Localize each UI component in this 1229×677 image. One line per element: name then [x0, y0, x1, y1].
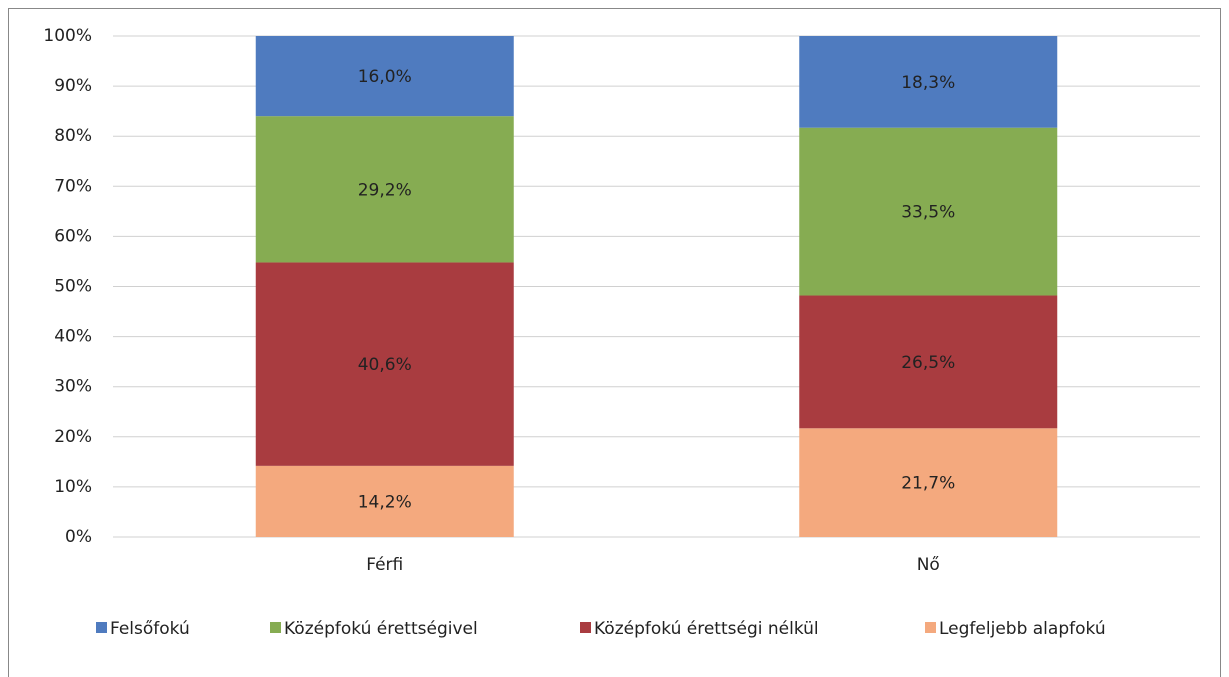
y-tick-label: 90% [54, 76, 92, 96]
data-label: 16,0% [358, 67, 412, 87]
data-label: 26,5% [901, 353, 955, 373]
y-tick-label: 10% [54, 477, 92, 497]
x-tick-label: Nő [917, 555, 940, 575]
y-tick-label: 50% [54, 277, 92, 297]
y-tick-label: 100% [43, 26, 92, 46]
data-label: 18,3% [901, 73, 955, 93]
bar-segment [799, 295, 1058, 429]
y-tick-label: 40% [54, 327, 92, 347]
data-label: 40,6% [358, 355, 412, 375]
legend-swatch [96, 622, 107, 633]
legend-swatch [925, 622, 936, 633]
data-label: 14,2% [358, 492, 412, 512]
legend-swatch [580, 622, 591, 633]
data-label: 33,5% [901, 203, 955, 223]
bar-segment [799, 127, 1058, 296]
data-label: 29,2% [358, 180, 412, 200]
y-tick-label: 30% [54, 377, 92, 397]
bar-segment [255, 262, 514, 466]
legend-label: Felsőfokú [110, 619, 190, 639]
bar-segment [255, 465, 514, 537]
x-tick-label: Férfi [366, 555, 403, 575]
legend-label: Legfeljebb alapfokú [939, 619, 1106, 639]
legend-label: Középfokú érettségi nélkül [594, 619, 819, 639]
legend-label: Középfokú érettségivel [284, 619, 478, 639]
legend-swatch [270, 622, 281, 633]
y-tick-label: 60% [54, 226, 92, 246]
bar-segment [255, 116, 514, 263]
bar-segment [799, 36, 1058, 128]
y-tick-label: 70% [54, 176, 92, 196]
bar-segment [255, 36, 514, 117]
chart-frame [8, 8, 1221, 677]
y-tick-label: 80% [54, 126, 92, 146]
data-label: 21,7% [901, 474, 955, 494]
y-tick-label: 0% [65, 527, 92, 547]
bar-segment [799, 428, 1058, 537]
y-tick-label: 20% [54, 427, 92, 447]
